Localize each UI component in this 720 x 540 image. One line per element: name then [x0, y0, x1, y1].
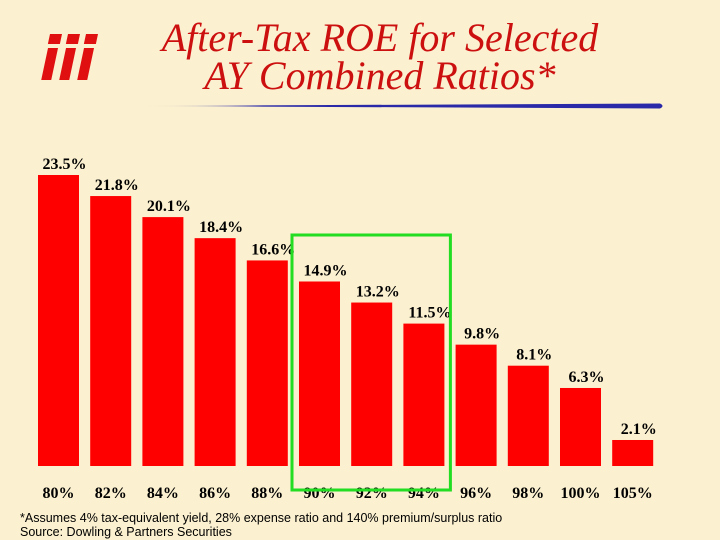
bar-100% [560, 387, 601, 466]
value-label-105%: 2.1% [621, 421, 657, 438]
value-label-92%: 13.2% [356, 284, 400, 301]
bar-98% [507, 365, 549, 466]
chart-title-line-1: After-Tax ROE for Selected [161, 15, 599, 60]
value-label-98%: 8.1% [516, 347, 552, 364]
category-label-94%: 94% [408, 485, 440, 502]
category-label-82%: 82% [95, 485, 127, 502]
category-label-88%: 88% [251, 485, 283, 502]
category-label-96%: 96% [460, 485, 492, 502]
bar-86% [194, 238, 236, 466]
bar-chart: 23.5% 21.8% 20.1% 18.4% 16.6% 14.9% 13.2% 11.5%… [38, 156, 657, 502]
value-label-100%: 6.3% [569, 369, 605, 386]
bar-82% [90, 196, 132, 466]
value-label-82%: 21.8% [95, 177, 139, 194]
highlight-box [290, 233, 452, 492]
value-label-88%: 16.6% [251, 241, 295, 258]
footnote-assumptions: *Assumes 4% tax-equivalent yield, 28% ex… [20, 511, 503, 525]
value-label-90%: 14.9% [304, 262, 348, 279]
category-label-84%: 84% [147, 485, 179, 502]
bar-94% [403, 323, 445, 466]
bar-88% [246, 260, 288, 466]
category-label-90%: 90% [304, 485, 336, 502]
category-label-86%: 86% [199, 485, 231, 502]
bar-105% [612, 439, 654, 466]
value-label-84%: 20.1% [147, 198, 191, 215]
chart-title-line-2: AY Combined Ratios* [204, 53, 556, 98]
value-label-96%: 9.8% [464, 326, 500, 343]
bar-92% [351, 302, 393, 466]
title-underline [130, 103, 663, 109]
category-label-100%: 100% [561, 485, 601, 502]
bar-90% [299, 281, 340, 466]
category-label-80%: 80% [43, 485, 75, 502]
iii-logo-icon [41, 34, 98, 80]
value-label-86%: 18.4% [199, 219, 243, 236]
bar-96% [455, 344, 497, 466]
category-label-105%: 105% [613, 485, 653, 502]
footnote-source: Source: Dowling & Partners Securities [20, 525, 232, 539]
category-label-98%: 98% [512, 485, 544, 502]
bar-84% [142, 217, 184, 466]
bar-80% [38, 175, 79, 466]
value-label-80%: 23.5% [43, 156, 87, 173]
category-label-92%: 92% [356, 485, 388, 502]
value-label-94%: 11.5% [408, 305, 451, 322]
